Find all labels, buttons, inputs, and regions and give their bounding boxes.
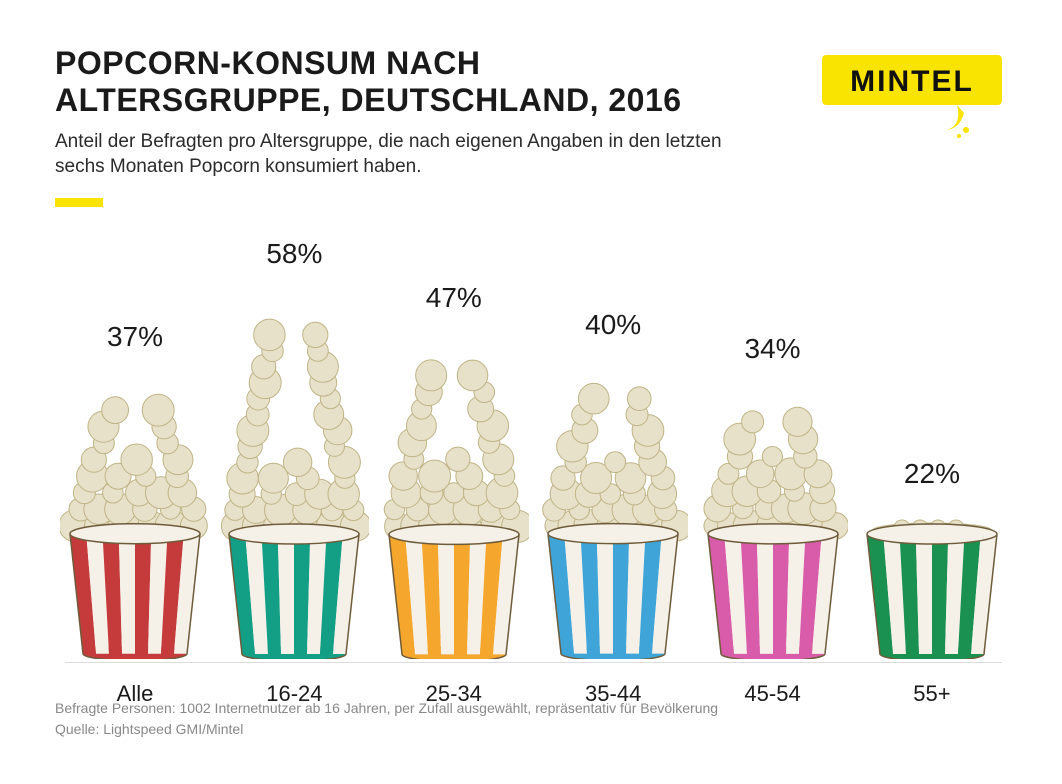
category-label: 55+ [913,681,950,707]
category-label: 45-54 [744,681,800,707]
popcorn-chart: 37% Alle58% 16-2447% 25-3440% [55,262,1012,707]
value-label: 40% [585,309,641,341]
mintel-logo: MINTEL [812,50,1012,145]
value-label: 58% [266,238,322,270]
footnote-source: Quelle: Lightspeed GMI/Mintel [55,719,1012,740]
popcorn-bucket-icon [538,355,688,659]
title-line1: POPCORN-KONSUM NACH [55,45,481,81]
page-title: POPCORN-KONSUM NACH ALTERSGRUPPE, DEUTSC… [55,45,735,119]
popcorn-bucket-icon [698,379,848,659]
title-block: POPCORN-KONSUM NACH ALTERSGRUPPE, DEUTSC… [55,45,735,207]
value-label: 37% [107,321,163,353]
svg-text:MINTEL: MINTEL [850,65,974,98]
title-line2: ALTERSGRUPPE, DEUTSCHLAND, 2016 [55,82,682,118]
chart-item: 37% Alle [65,321,205,707]
chart-item: 34% 45-54 [703,333,843,707]
page-subtitle: Anteil der Befragten pro Altersgruppe, d… [55,129,735,180]
popcorn-bucket-icon [857,504,1007,659]
value-label: 47% [426,282,482,314]
popcorn-bucket-icon [379,328,529,659]
header: POPCORN-KONSUM NACH ALTERSGRUPPE, DEUTSC… [55,45,1012,207]
chart-item: 58% 16-24 [224,238,364,707]
chart-item: 40% 35-44 [543,309,683,707]
chart-item: 22% 55+ [862,458,1002,707]
chart-item: 47% 25-34 [384,282,524,707]
popcorn-bucket-icon [60,367,210,659]
value-label: 22% [904,458,960,490]
value-label: 34% [745,333,801,365]
accent-bar [55,198,103,207]
popcorn-bucket-icon [219,284,369,659]
